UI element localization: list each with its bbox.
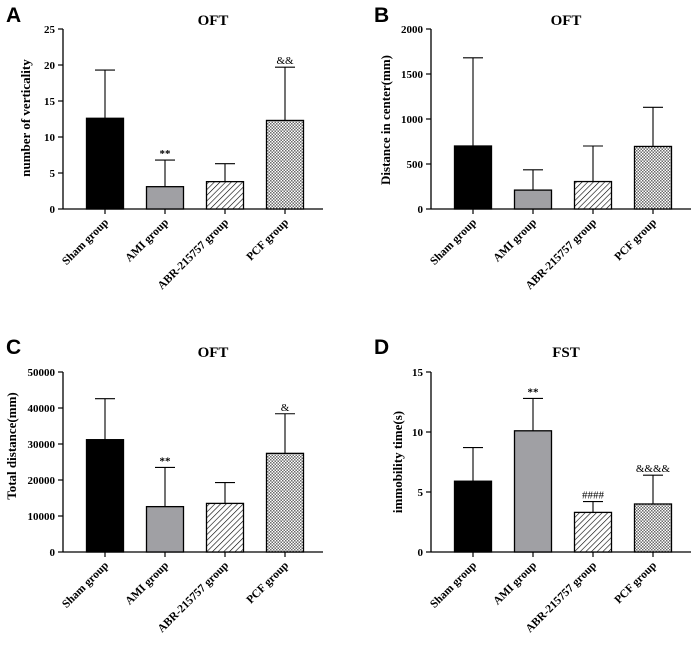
significance-mark: ** bbox=[528, 386, 540, 398]
category-label: AMI group bbox=[491, 217, 539, 265]
bar bbox=[145, 186, 185, 210]
category-label: Sham group bbox=[428, 560, 479, 611]
bar bbox=[453, 145, 493, 210]
bar bbox=[265, 119, 305, 210]
category-label: PCF group bbox=[612, 217, 659, 264]
category-label: Sham group bbox=[60, 560, 111, 611]
panel-d: D FST immobility time(s) 0 5 10 15 Sham … bbox=[374, 336, 691, 635]
bar bbox=[145, 505, 185, 553]
chart-title: OFT bbox=[551, 13, 582, 29]
y-tick-label: 10 bbox=[44, 132, 56, 144]
category-label: AMI group bbox=[123, 560, 171, 608]
bar bbox=[85, 439, 125, 553]
panel-label-d: D bbox=[374, 336, 389, 359]
bar bbox=[205, 502, 245, 553]
y-tick-label: 1000 bbox=[401, 114, 424, 126]
panel-b: B OFT Distance in center(mm) 0 500 1000 … bbox=[374, 4, 691, 292]
bar bbox=[85, 117, 125, 210]
y-tick-label: 1500 bbox=[401, 69, 424, 81]
category-labels: Sham group AMI group ABR-215757 group PC… bbox=[60, 560, 291, 635]
significance-marks: ** && bbox=[160, 55, 294, 160]
panel-c: C OFT Total distance(mm) 0 10000 20000 3… bbox=[4, 336, 323, 635]
bar bbox=[453, 480, 493, 553]
panel-label-a: A bbox=[6, 4, 21, 27]
significance-mark: &&&& bbox=[636, 463, 671, 475]
y-tick-label: 20 bbox=[44, 60, 56, 72]
bar bbox=[513, 430, 553, 553]
significance-mark: ** bbox=[160, 148, 172, 160]
chart-title: OFT bbox=[198, 345, 229, 361]
category-label: AMI group bbox=[123, 217, 171, 265]
significance-mark: && bbox=[276, 55, 294, 67]
bar bbox=[265, 452, 305, 553]
y-tick-label: 50000 bbox=[28, 367, 56, 379]
significance-mark: & bbox=[281, 402, 290, 414]
y-ticks: 0 500 1000 1500 2000 bbox=[401, 24, 424, 216]
y-tick-label: 0 bbox=[50, 547, 56, 559]
y-tick-label: 0 bbox=[50, 204, 56, 216]
bar bbox=[573, 180, 613, 210]
panel-label-b: B bbox=[374, 4, 389, 27]
y-axis-label: Distance in center(mm) bbox=[378, 55, 393, 185]
significance-mark: #### bbox=[582, 490, 605, 502]
y-tick-label: 2000 bbox=[401, 24, 424, 36]
y-ticks: 0 5 10 15 20 25 bbox=[44, 24, 56, 216]
category-labels: Sham group AMI group ABR-215757 group PC… bbox=[428, 560, 659, 635]
y-axis-label: immobility time(s) bbox=[390, 411, 405, 513]
y-tick-label: 25 bbox=[44, 24, 56, 36]
panel-label-c: C bbox=[6, 336, 21, 359]
y-tick-label: 10 bbox=[412, 427, 424, 439]
category-label: PCF group bbox=[244, 217, 291, 264]
panel-a: A OFT number of verticality 0 5 10 15 20… bbox=[6, 4, 323, 292]
category-label: PCF group bbox=[244, 560, 291, 607]
y-tick-label: 30000 bbox=[28, 439, 56, 451]
y-tick-label: 5 bbox=[50, 168, 56, 180]
y-tick-label: 15 bbox=[412, 367, 424, 379]
y-tick-label: 10000 bbox=[28, 511, 56, 523]
category-label: AMI group bbox=[491, 560, 539, 608]
bar bbox=[513, 189, 553, 210]
bar bbox=[573, 511, 613, 553]
y-tick-label: 40000 bbox=[28, 403, 56, 415]
y-axis-label: number of verticality bbox=[18, 59, 33, 177]
y-tick-label: 0 bbox=[418, 547, 424, 559]
y-tick-label: 500 bbox=[407, 159, 424, 171]
category-labels: Sham group AMI group ABR-215757 group PC… bbox=[428, 217, 659, 292]
category-label: Sham group bbox=[60, 217, 111, 268]
y-tick-label: 15 bbox=[44, 96, 56, 108]
significance-marks: ** & bbox=[160, 402, 290, 468]
category-label: Sham group bbox=[428, 217, 479, 268]
y-ticks: 0 10000 20000 30000 40000 50000 bbox=[28, 367, 56, 559]
category-label: PCF group bbox=[612, 560, 659, 607]
bar bbox=[205, 180, 245, 210]
y-tick-label: 5 bbox=[418, 487, 424, 499]
y-tick-label: 20000 bbox=[28, 475, 56, 487]
significance-marks: ** #### &&&& bbox=[528, 386, 671, 501]
significance-mark: ** bbox=[160, 455, 172, 467]
chart-title: FST bbox=[552, 345, 580, 361]
bar bbox=[633, 503, 673, 553]
category-labels: Sham group AMI group ABR-215757 group PC… bbox=[60, 217, 291, 292]
y-ticks: 0 5 10 15 bbox=[412, 367, 424, 559]
bar bbox=[633, 145, 673, 210]
chart-title: OFT bbox=[198, 13, 229, 29]
y-tick-label: 0 bbox=[418, 204, 424, 216]
y-axis-label: Total distance(mm) bbox=[4, 392, 19, 500]
